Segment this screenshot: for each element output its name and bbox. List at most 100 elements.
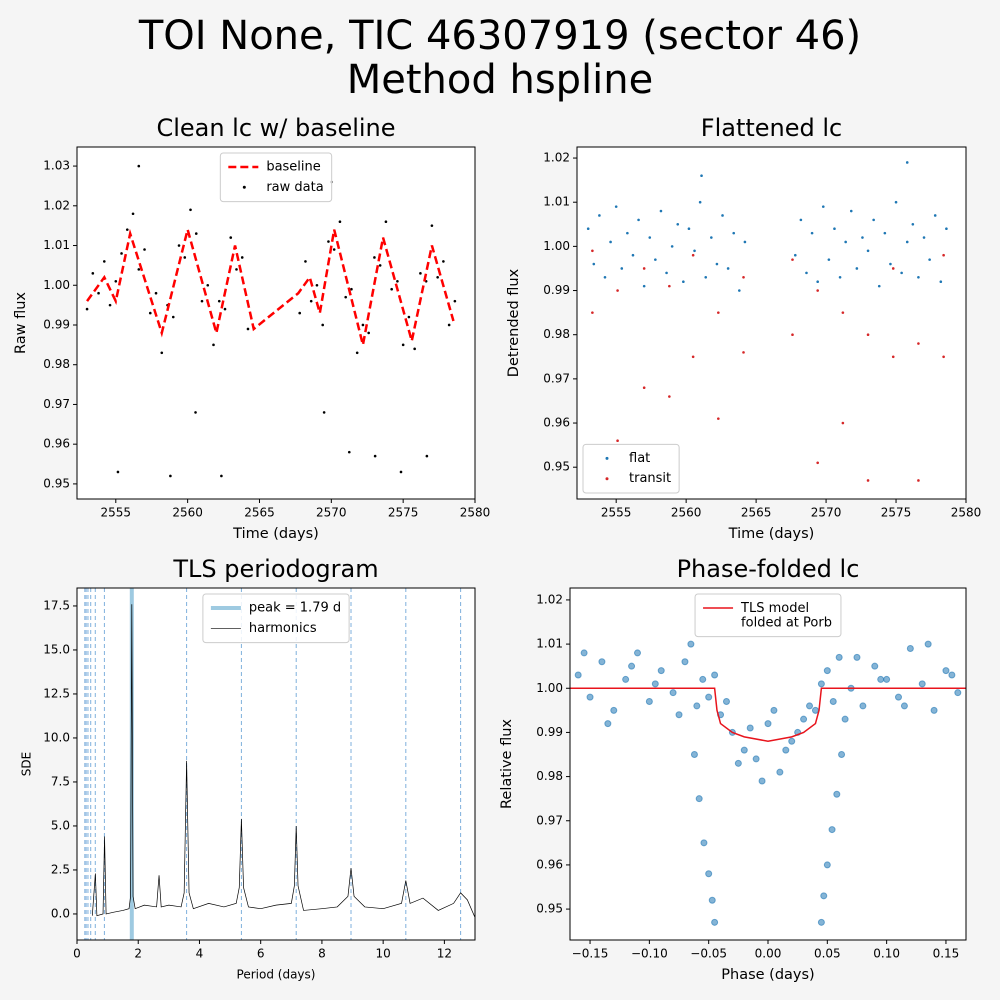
data-point <box>194 232 198 235</box>
data-point <box>699 675 707 683</box>
data-point <box>399 470 403 474</box>
y-tick-label: 0.96 <box>543 416 570 430</box>
data-point <box>742 275 745 279</box>
data-point <box>592 262 596 266</box>
data-point <box>844 240 847 244</box>
data-point <box>942 355 945 359</box>
y-tick-label: 1.00 <box>536 681 563 695</box>
legend: flat transit <box>582 443 680 494</box>
legend-label: transit <box>629 471 671 486</box>
data-point <box>816 461 819 465</box>
data-point <box>676 222 680 226</box>
data-point <box>883 231 887 235</box>
y-tick-label: 17.5 <box>43 598 70 612</box>
data-point <box>711 918 719 926</box>
data-point <box>304 260 307 263</box>
data-point <box>810 231 814 235</box>
data-point <box>659 209 663 213</box>
data-point <box>373 256 376 259</box>
data-point <box>642 386 646 390</box>
data-point <box>823 861 831 869</box>
data-point <box>806 702 814 710</box>
data-point <box>743 240 747 244</box>
data-point <box>114 279 118 283</box>
figure-title: TOI None, TIC 46307919 (sector 46) Method… <box>138 13 861 103</box>
data-point <box>930 706 938 714</box>
axes-frame <box>576 146 967 500</box>
data-point <box>373 454 377 458</box>
data-point <box>616 289 619 292</box>
plot-area <box>570 588 966 940</box>
x-tick-label: 10 <box>376 947 391 961</box>
data-point <box>309 299 313 303</box>
data-point <box>116 470 120 474</box>
series-line <box>91 604 475 918</box>
data-point <box>687 227 691 231</box>
panel: 2555 2560 2565 2570 2575 2580 0.95 0.96 0.97 0.98… <box>13 114 490 542</box>
y-tick-label: 0.95 <box>536 902 563 916</box>
data-point <box>883 675 891 683</box>
y-tick-label: 0.95 <box>43 476 70 490</box>
y-tick-label: 1.02 <box>543 151 570 165</box>
data-point <box>580 649 588 657</box>
legend: baseline raw data <box>219 152 333 203</box>
data-point <box>148 311 152 315</box>
data-point <box>137 164 141 168</box>
data-point <box>861 236 864 239</box>
data-point <box>816 289 819 292</box>
data-point <box>616 439 619 443</box>
data-point <box>378 264 382 267</box>
data-point <box>905 161 909 164</box>
data-point <box>871 662 879 670</box>
data-point <box>97 291 100 295</box>
data-point <box>622 675 630 683</box>
data-point <box>877 675 885 683</box>
x-axis-label: Period (days) <box>237 968 316 982</box>
data-point <box>591 249 594 253</box>
data-point <box>586 227 590 231</box>
data-point <box>355 351 359 355</box>
data-point <box>177 244 181 247</box>
data-point <box>891 355 895 359</box>
data-point <box>598 658 606 666</box>
y-tick-label: 0.97 <box>543 371 570 385</box>
data-point <box>169 474 172 478</box>
legend: peak = 1.79 d harmonics <box>202 593 350 644</box>
y-tick-label: 15.0 <box>43 642 70 656</box>
data-point <box>782 746 790 754</box>
data-point <box>223 307 227 311</box>
x-tick-label: 2560 <box>172 506 203 520</box>
data-point <box>816 280 819 284</box>
data-point <box>651 680 659 688</box>
data-point <box>453 299 457 303</box>
data-point <box>917 275 920 279</box>
data-point <box>183 256 187 259</box>
plot-area <box>77 147 475 499</box>
data-point <box>102 260 106 263</box>
data-point <box>614 205 618 208</box>
y-tick-label: 0.98 <box>543 327 570 341</box>
data-point <box>642 267 646 270</box>
data-point <box>705 870 713 878</box>
data-point <box>610 706 618 714</box>
data-point <box>143 248 146 251</box>
y-tick-label: 0.98 <box>536 769 563 783</box>
legend: TLS model folded at Porb <box>694 593 842 638</box>
data-point <box>171 315 175 319</box>
y-axis-label: SDE <box>20 752 34 776</box>
x-axis-label: Phase (days) <box>721 967 814 983</box>
data-point <box>918 680 926 688</box>
data-point <box>430 224 434 227</box>
data-point <box>137 268 141 271</box>
data-point <box>125 228 129 231</box>
data-point <box>866 333 870 337</box>
legend-label: peak = 1.79 d <box>249 601 341 616</box>
data-point <box>859 702 867 710</box>
data-point <box>648 236 652 239</box>
data-point <box>120 252 123 255</box>
data-point <box>212 343 215 347</box>
x-tick-label: 2555 <box>601 506 632 520</box>
data-point <box>419 272 422 275</box>
data-point <box>945 227 948 231</box>
data-point <box>396 279 399 283</box>
